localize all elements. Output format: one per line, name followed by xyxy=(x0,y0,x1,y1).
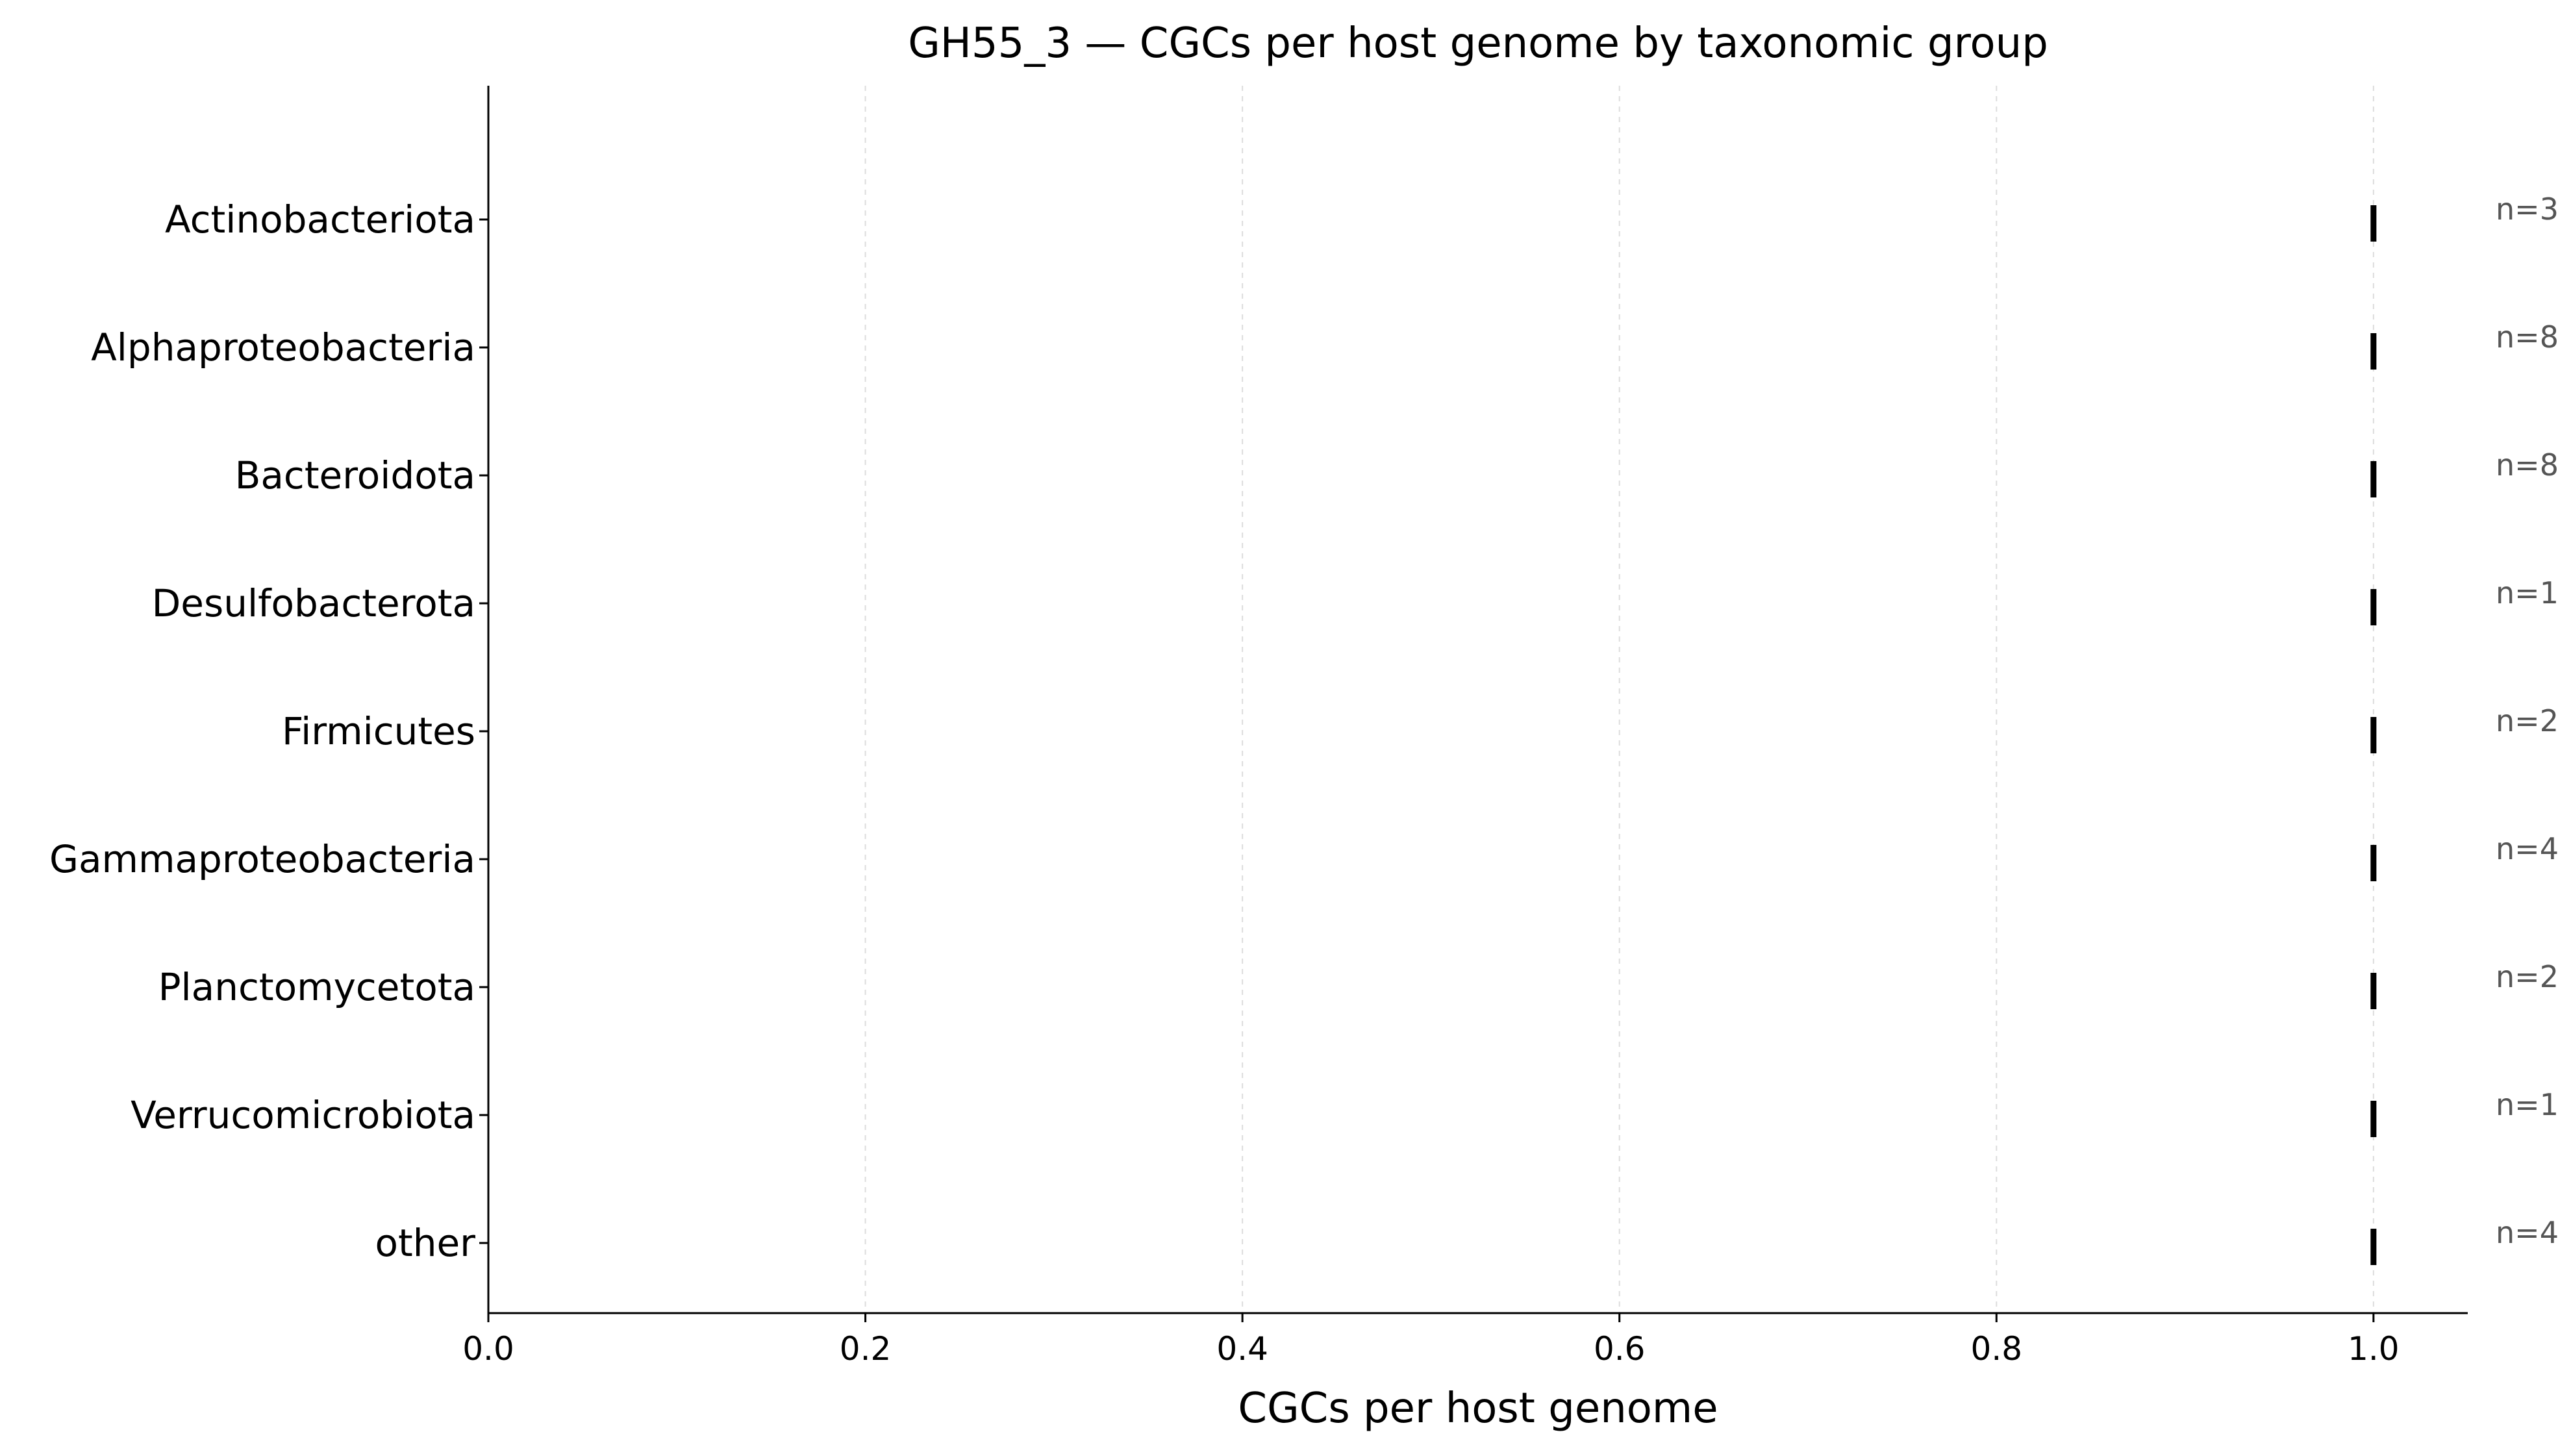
n-annotation: n=8 xyxy=(2496,320,2559,355)
y-tick-label: Desulfobacterota xyxy=(152,581,475,625)
n-annotation: n=4 xyxy=(2496,831,2559,866)
y-tick-label: Firmicutes xyxy=(282,709,475,753)
y-tick-label: Planctomycetota xyxy=(158,965,475,1009)
grid-layer xyxy=(488,86,2374,1313)
y-tick-label: Actinobacteriota xyxy=(165,197,475,242)
n-annotation: n=2 xyxy=(2496,959,2559,994)
n-annotation: n=2 xyxy=(2496,703,2559,738)
x-tick-label: 0.6 xyxy=(1594,1330,1646,1368)
x-tick-label: 0.8 xyxy=(1971,1330,2023,1368)
x-tick-label: 0.2 xyxy=(840,1330,892,1368)
x-axis-label: CGCs per host genome xyxy=(1238,1385,1718,1433)
y-tick-label: Verrucomicrobiota xyxy=(131,1093,475,1137)
x-tick-label: 1.0 xyxy=(2348,1330,2400,1368)
axes-layer xyxy=(479,86,2468,1322)
y-tick-label: other xyxy=(375,1221,475,1265)
n-annotation: n=8 xyxy=(2496,447,2559,483)
y-tick-label: Gammaproteobacteria xyxy=(49,837,475,881)
y-tick-label: Alphaproteobacteria xyxy=(91,325,475,370)
n-annotation: n=4 xyxy=(2496,1215,2559,1250)
n-annotation: n=1 xyxy=(2496,575,2559,610)
x-tick-label: 0.4 xyxy=(1216,1330,1268,1368)
y-tick-label: Bacteroidota xyxy=(235,453,475,497)
n-annotation: n=3 xyxy=(2496,192,2559,227)
chart-title: GH55_3 — CGCs per host genome by taxonom… xyxy=(908,19,2048,68)
n-annotation: n=1 xyxy=(2496,1087,2559,1122)
x-tick-label: 0.0 xyxy=(462,1330,514,1368)
labels-layer: 0.0 0.2 0.4 0.6 0.8 1.0 Actinobacteriota n=3 Alp… xyxy=(49,192,2559,1368)
